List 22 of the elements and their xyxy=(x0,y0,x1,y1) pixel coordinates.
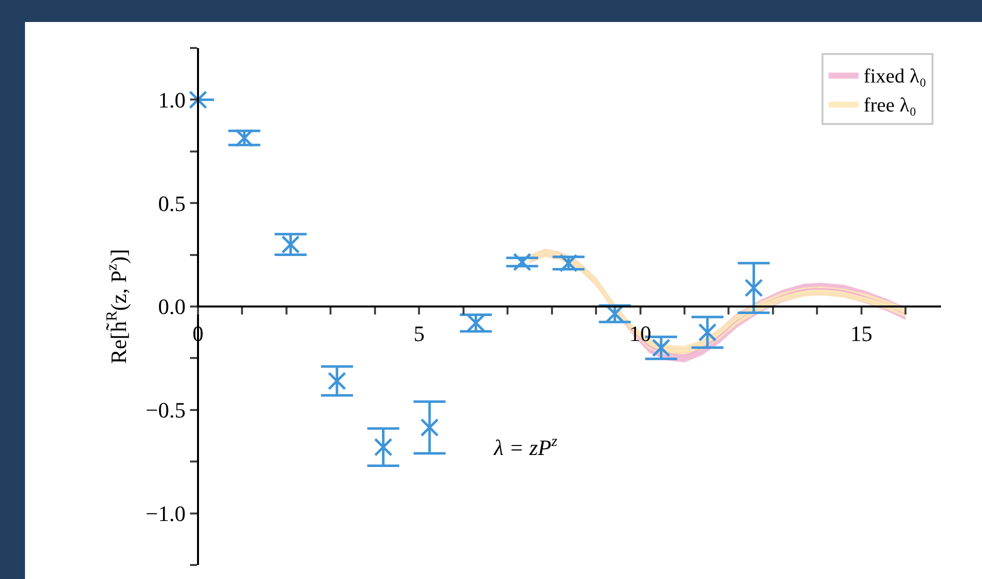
point xyxy=(559,254,578,272)
legend-label: free λ₀ xyxy=(864,94,916,116)
point xyxy=(235,128,254,148)
x-tick-label: 15 xyxy=(850,320,872,346)
y-tick-label: −0.5 xyxy=(146,398,186,423)
y-tick-label: 0.0 xyxy=(158,294,186,320)
point xyxy=(698,323,717,342)
y-tick-label: −1.0 xyxy=(146,501,186,526)
y-tick-label: 1.0 xyxy=(158,87,186,112)
annotation: λ = zP$^{z}$ xyxy=(493,433,558,460)
point xyxy=(744,278,763,298)
point xyxy=(512,252,532,272)
y-tick-label: 0.5 xyxy=(158,190,186,216)
point xyxy=(420,418,439,437)
point xyxy=(328,372,346,390)
x-tick-label: 5 xyxy=(414,320,425,346)
x-tick-label: 10 xyxy=(629,320,652,346)
point xyxy=(188,90,208,109)
point xyxy=(281,235,300,254)
point xyxy=(652,338,670,358)
point xyxy=(374,438,393,456)
legend-label: fixed λ₀ xyxy=(864,65,926,88)
